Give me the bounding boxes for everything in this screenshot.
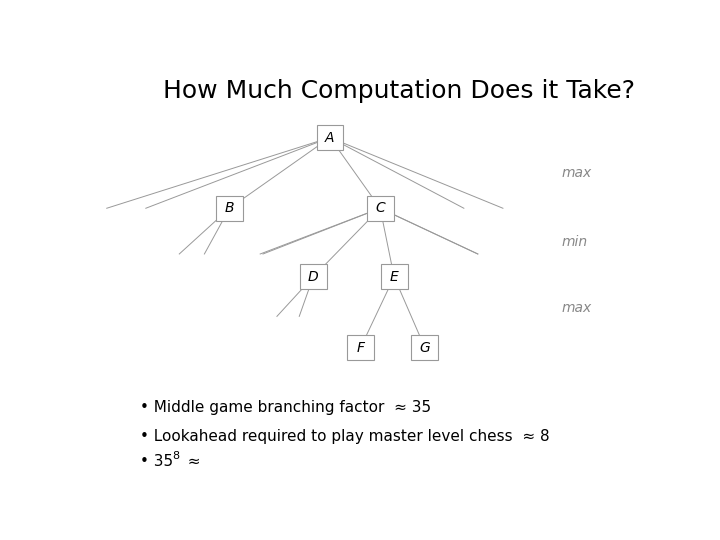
Text: How Much Computation Does it Take?: How Much Computation Does it Take? [163,79,634,103]
Text: 8: 8 [173,451,180,462]
Text: min: min [562,234,588,248]
Text: ≈: ≈ [178,454,201,469]
FancyBboxPatch shape [411,335,438,360]
FancyBboxPatch shape [300,265,327,289]
Text: • Middle game branching factor  ≈ 35: • Middle game branching factor ≈ 35 [140,400,431,415]
Text: • 35: • 35 [140,454,174,469]
FancyBboxPatch shape [317,125,343,150]
Text: A: A [325,131,335,145]
FancyBboxPatch shape [381,265,408,289]
Text: E: E [390,270,398,284]
Text: B: B [225,201,234,215]
Text: • Lookahead required to play master level chess  ≈ 8: • Lookahead required to play master leve… [140,429,550,444]
Text: D: D [308,270,318,284]
Text: F: F [356,341,364,355]
FancyBboxPatch shape [216,196,243,221]
Text: max: max [562,166,592,180]
Text: G: G [420,341,430,355]
FancyBboxPatch shape [366,196,394,221]
Text: max: max [562,301,592,315]
Text: C: C [375,201,385,215]
FancyBboxPatch shape [347,335,374,360]
